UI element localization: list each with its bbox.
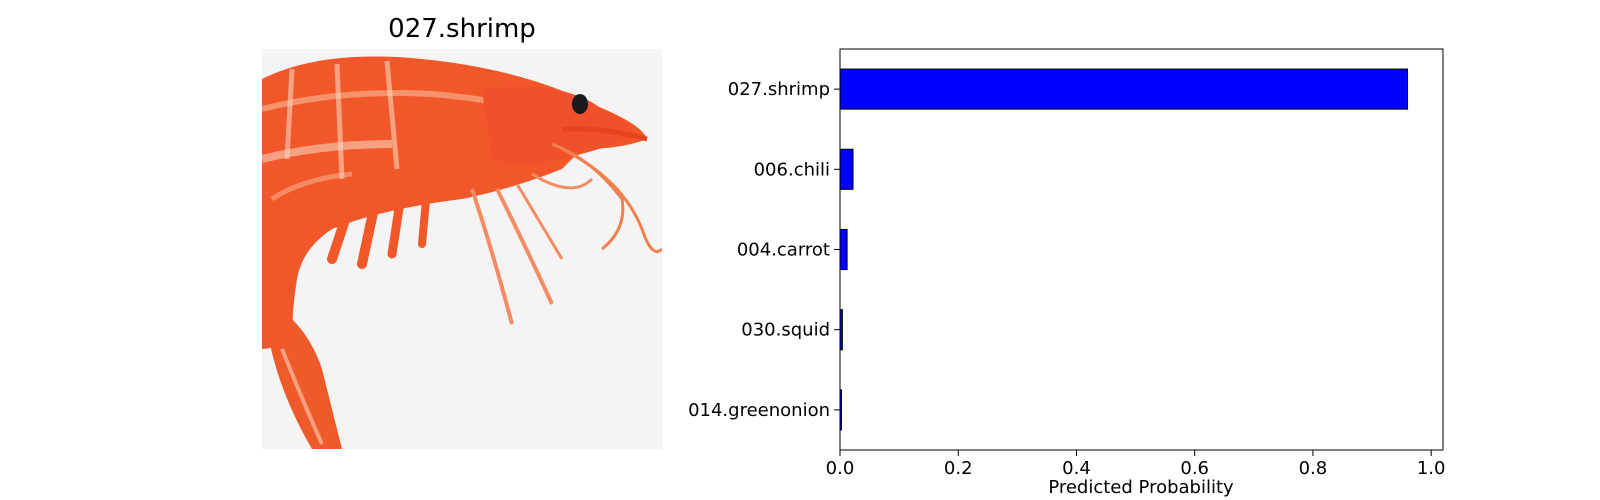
bar-014.greenonion <box>839 389 842 431</box>
y-tick-label: 027.shrimp <box>728 79 830 100</box>
image-title: 027.shrimp <box>388 14 536 44</box>
bar-027.shrimp <box>839 68 1409 110</box>
shrimp-photo <box>261 49 664 453</box>
x-tick-label: 0.0 <box>826 458 855 479</box>
x-tick-label: 0.8 <box>1299 458 1328 479</box>
bar-006.chili <box>839 148 854 190</box>
y-tick-label: 004.carrot <box>737 240 830 261</box>
x-tick-label: 0.2 <box>944 458 973 479</box>
bar-030.squid <box>839 309 843 351</box>
y-tick-label: 014.greenonion <box>688 400 830 421</box>
y-tick-label: 006.chili <box>754 159 830 180</box>
bar-004.carrot <box>839 228 848 271</box>
x-tick-label: 0.6 <box>1180 458 1209 479</box>
x-axis-label: Predicted Probability <box>1048 477 1234 498</box>
x-tick-label: 0.4 <box>1062 458 1091 479</box>
y-tick-label: 030.squid <box>741 320 830 341</box>
x-tick-label: 1.0 <box>1417 458 1446 479</box>
